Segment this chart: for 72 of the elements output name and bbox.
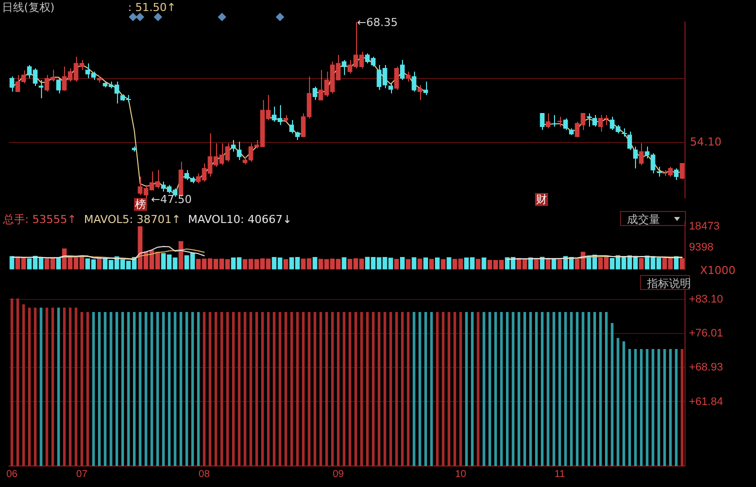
bar [400, 257, 405, 270]
x-tick-label: 06 [6, 468, 18, 480]
candlestick [563, 118, 568, 131]
bar [429, 258, 434, 270]
bar [440, 259, 446, 270]
bar [406, 259, 411, 270]
candlestick [342, 59, 346, 76]
y-tick-label: 18473 [689, 220, 720, 233]
y-tick-label: +61.84 [689, 396, 723, 408]
text: X1000 [700, 264, 736, 277]
x-tick-label: 11 [554, 468, 566, 480]
candlestick [680, 162, 684, 180]
x-tick-label: 10 [455, 468, 467, 480]
candlestick [394, 66, 399, 91]
bar [476, 258, 480, 270]
bar [446, 257, 452, 270]
annotation: MAVOL10: 40667↓ [188, 213, 292, 226]
candlestick [674, 168, 679, 181]
candlestick [633, 146, 638, 169]
bar [412, 257, 416, 270]
candlestick [406, 71, 411, 82]
candlestick [289, 120, 294, 134]
bar [394, 258, 399, 270]
bar [178, 241, 184, 270]
bar [534, 259, 539, 270]
y-tick-label: +83.10 [689, 293, 723, 306]
bar [56, 258, 61, 270]
annotation: 成交量 [620, 211, 686, 226]
x-tick-label: 08 [198, 468, 210, 480]
candlestick [546, 112, 550, 129]
bar [423, 258, 428, 270]
x-tick-label: 07 [76, 468, 88, 480]
candlestick [627, 131, 632, 150]
text: 指标说明 [640, 275, 691, 290]
bar [482, 258, 486, 270]
y-tick-label: +76.01 [689, 327, 723, 340]
x-tick-label: 09 [332, 468, 344, 480]
candlestick [312, 86, 318, 100]
annotation: MAVOL5: 38701↑ [84, 213, 181, 226]
candlestick [552, 114, 556, 128]
candlestick [56, 78, 61, 94]
ref-line-label: 54.10 [690, 135, 722, 148]
bar [283, 259, 288, 270]
annotation: ←47.50 [151, 193, 192, 206]
bar [638, 258, 644, 270]
candlestick [10, 76, 14, 92]
annotation: 榜 [134, 198, 147, 211]
candlestick [592, 114, 598, 128]
candlestick [388, 82, 394, 94]
candlestick [418, 84, 422, 100]
bar [680, 258, 684, 270]
bar [557, 259, 562, 270]
candlestick [412, 71, 416, 92]
text: : 51.50↑ [128, 1, 176, 14]
bar [312, 257, 318, 270]
bar [342, 257, 346, 270]
candlestick [423, 81, 428, 96]
candlestick [231, 140, 236, 152]
annotation: 总手: 53555↑ [3, 213, 76, 226]
candlestick [540, 112, 545, 131]
bar [435, 258, 440, 270]
bar [546, 258, 550, 270]
y-tick-label: 9398 [689, 242, 714, 254]
annotation: 财 [535, 193, 548, 206]
annotation: ←68.35 [357, 16, 398, 29]
candlestick [638, 142, 644, 166]
candlestick [38, 79, 44, 99]
bar [418, 258, 422, 270]
candlestick [400, 59, 405, 80]
candlestick [236, 141, 242, 161]
y-tick-label: +68.93 [689, 362, 723, 374]
chart-title: 日线(复权) [2, 1, 55, 14]
